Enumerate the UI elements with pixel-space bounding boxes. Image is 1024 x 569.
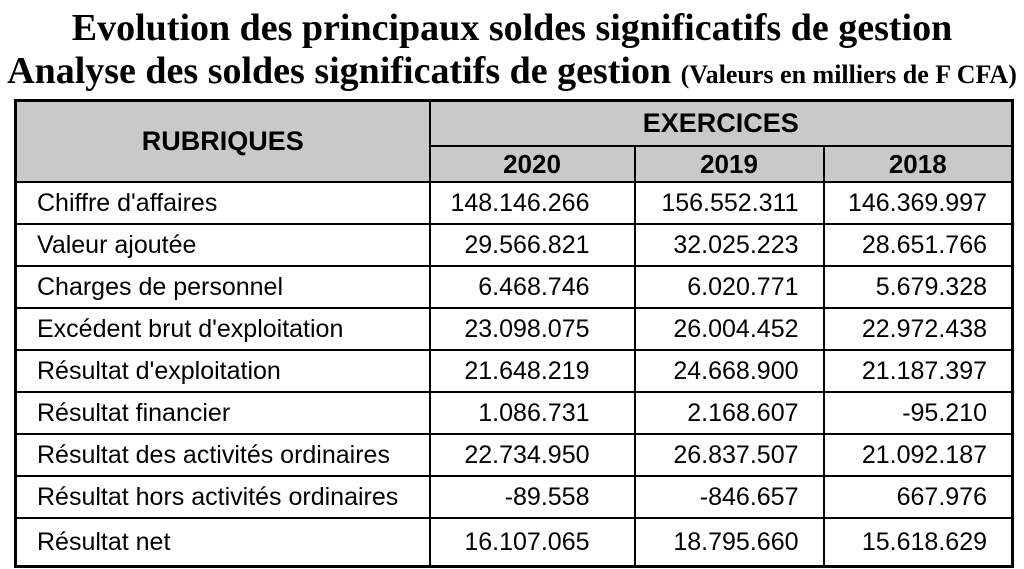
value-2018: 21.092.187 (822, 433, 1014, 478)
value-2020: 23.098.075 (428, 307, 636, 352)
value-2018: 28.651.766 (822, 223, 1014, 268)
page-subtitle: Analyse des soldes significatifs de gest… (0, 50, 1024, 93)
value-2019: 2.168.607 (633, 391, 825, 436)
value-2018: 667.976 (822, 475, 1014, 520)
table-row-valeur-ajoutee: Valeur ajoutée 29.566.821 32.025.223 28.… (14, 223, 1014, 268)
value-2020: 29.566.821 (428, 223, 636, 268)
page-subtitle-unit-note: (Valeurs en milliers de F CFA) (680, 59, 1017, 89)
table-row-resultat-hors-activites: Résultat hors activités ordinaires -89.5… (14, 475, 1014, 520)
title-block: Evolution des principaux soldes signific… (0, 7, 1024, 92)
value-2018: 22.972.438 (822, 307, 1014, 352)
table-row-resultat-exploitation: Résultat d'exploitation 21.648.219 24.66… (14, 349, 1014, 394)
column-header-year-2019: 2019 (633, 145, 825, 184)
page-subtitle-main: Analyse des soldes significatifs de gest… (7, 49, 672, 92)
table-row-resultat-activites-ordinaires: Résultat des activités ordinaires 22.734… (14, 433, 1014, 478)
header-row-years: 2020 2019 2018 (16, 145, 1014, 184)
value-2020: 1.086.731 (428, 391, 636, 436)
page-title: Evolution des principaux soldes signific… (71, 7, 953, 49)
value-2019: 6.020.771 (633, 265, 825, 310)
value-2020: 22.734.950 (428, 433, 636, 478)
value-2018: 21.187.397 (822, 349, 1014, 394)
row-label: Résultat des activités ordinaires (14, 433, 431, 478)
value-2018: 146.369.997 (822, 181, 1014, 226)
table-row-chiffre-affaires: Chiffre d'affaires 148.146.266 156.552.3… (14, 181, 1014, 226)
value-2019: 18.795.660 (633, 517, 825, 568)
column-header-year-2018: 2018 (822, 145, 1014, 184)
row-label: Résultat hors activités ordinaires (14, 475, 431, 520)
value-2018: 5.679.328 (822, 265, 1014, 310)
row-label: Résultat financier (14, 391, 431, 436)
column-header-rubriques: RUBRIQUES (14, 99, 431, 184)
row-label: Charges de personnel (14, 265, 431, 310)
row-label: Résultat d'exploitation (14, 349, 431, 394)
value-2020: -89.558 (428, 475, 636, 520)
row-label: Valeur ajoutée (14, 223, 431, 268)
table-row-excedent-brut: Excédent brut d'exploitation 23.098.075 … (14, 307, 1014, 352)
value-2018: 15.618.629 (822, 517, 1014, 568)
column-header-exercices: EXERCICES (428, 99, 1014, 148)
value-2019: 26.004.452 (633, 307, 825, 352)
value-2019: 26.837.507 (633, 433, 825, 478)
row-label: Chiffre d'affaires (14, 181, 431, 226)
table-row-charges-personnel: Charges de personnel 6.468.746 6.020.771… (14, 265, 1014, 310)
table-row-resultat-financier: Résultat financier 1.086.731 2.168.607 -… (14, 391, 1014, 436)
value-2020: 148.146.266 (428, 181, 636, 226)
value-2019: -846.657 (633, 475, 825, 520)
value-2020: 21.648.219 (428, 349, 636, 394)
row-label: Excédent brut d'exploitation (14, 307, 431, 352)
table-row-resultat-net: Résultat net 16.107.065 18.795.660 15.61… (14, 517, 1014, 568)
column-header-year-2020: 2020 (428, 145, 636, 184)
value-2019: 24.668.900 (633, 349, 825, 394)
value-2020: 6.468.746 (428, 265, 636, 310)
soldes-gestion-table: RUBRIQUES EXERCICES 2020 2019 2018 Chiff… (14, 99, 1014, 569)
header-row-top: RUBRIQUES EXERCICES (14, 99, 1014, 184)
value-2019: 32.025.223 (633, 223, 825, 268)
row-label: Résultat net (14, 517, 431, 568)
value-2020: 16.107.065 (428, 517, 636, 568)
value-2018: -95.210 (822, 391, 1014, 436)
value-2019: 156.552.311 (633, 181, 825, 226)
